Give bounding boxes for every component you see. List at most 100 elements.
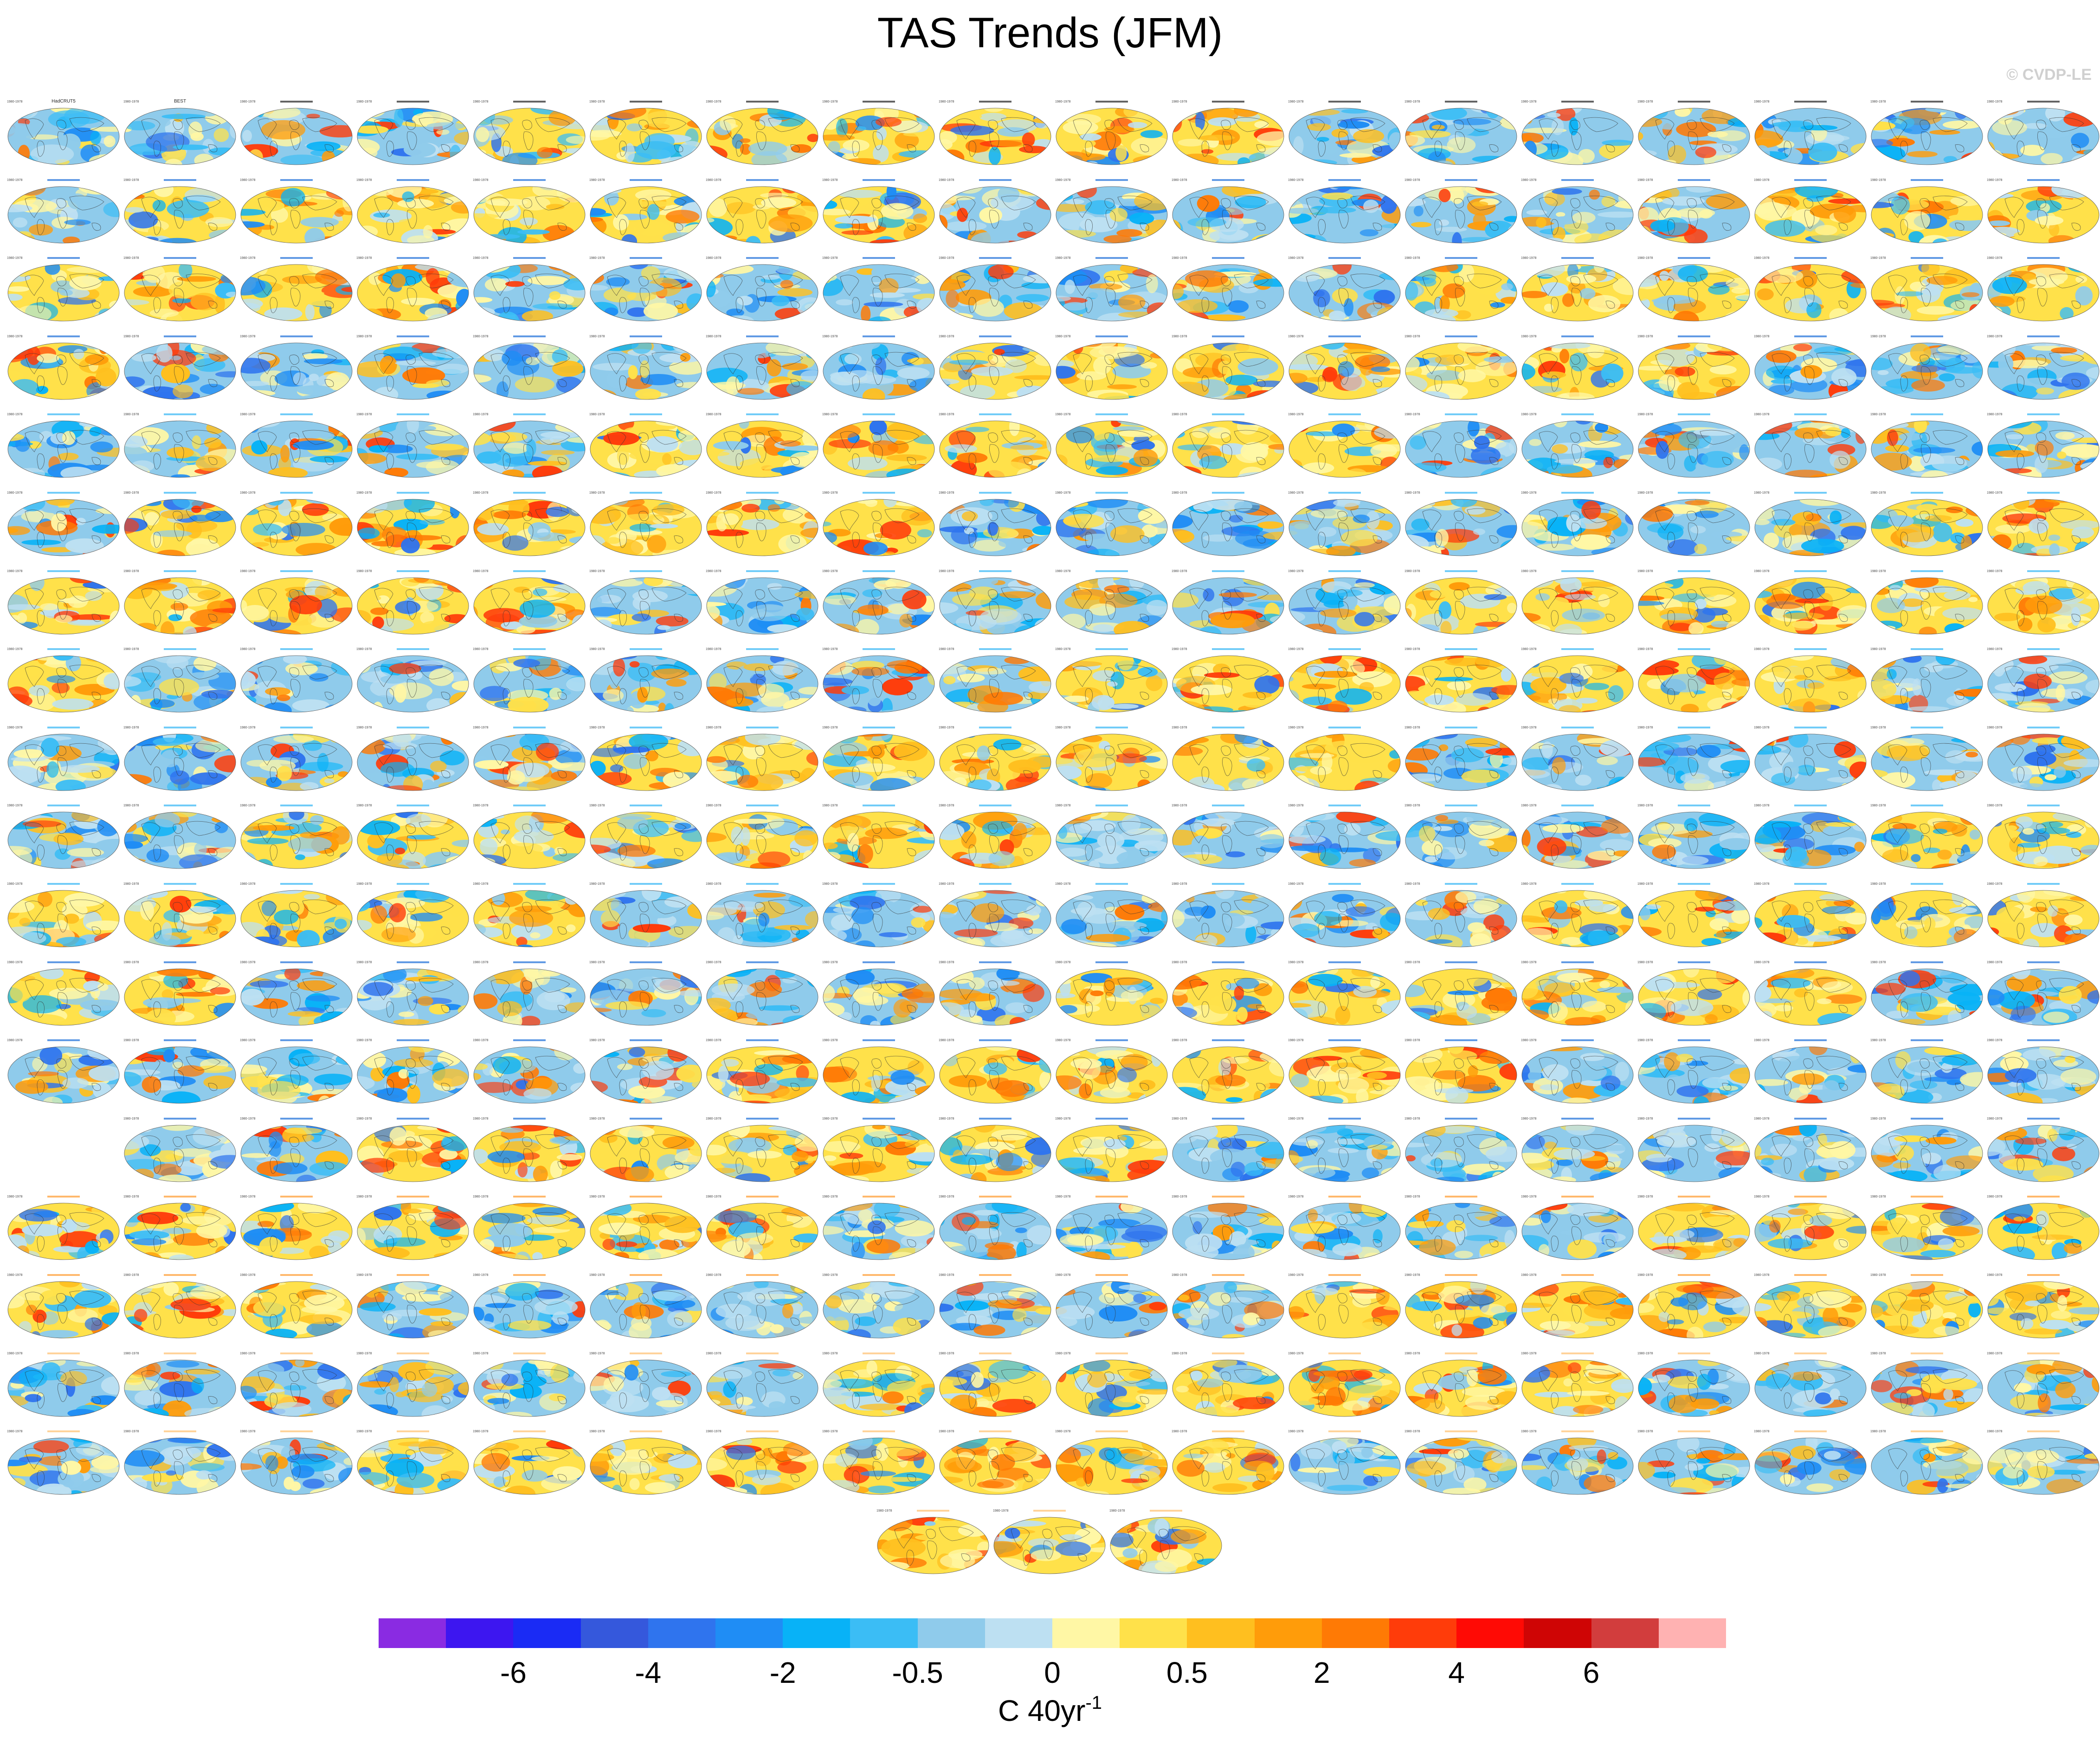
panel-period-label: 1980-1978 [1055, 179, 1071, 182]
trend-patch [1302, 462, 1334, 474]
panel-header: 1980-1978 [1055, 568, 1169, 577]
trend-patch [344, 187, 352, 198]
panel-title [1637, 99, 1751, 104]
panel-header: 1980-1978 [822, 489, 936, 499]
trend-patch [357, 528, 380, 539]
trend-patch [652, 504, 685, 515]
panel-header: 1980-1978 [1637, 177, 1751, 186]
map-panel: 1980-1978 [589, 177, 703, 245]
trend-patch [1693, 428, 1737, 436]
globe-outline [1172, 108, 1284, 165]
coastline [1583, 195, 1618, 211]
globe-map [240, 342, 353, 400]
trend-patch [1678, 265, 1708, 283]
panel-period-label: 1980-1978 [822, 179, 838, 182]
globe-map [706, 499, 818, 556]
panel-period-label: 1980-1978 [1404, 100, 1420, 103]
trend-patch [2061, 373, 2090, 390]
coastline [91, 144, 101, 153]
trend-patch [1293, 271, 1320, 282]
map-panel: 1980-1978 [1171, 98, 1285, 166]
coastline [871, 120, 882, 130]
trend-patch [1079, 288, 1116, 298]
panel-header: 1980-1978 [1753, 177, 1868, 186]
trend-patch [823, 264, 840, 267]
panel-title: HadCRUT5 [52, 99, 76, 104]
map-panel: 1980-1978 [472, 98, 586, 166]
globe-map [1521, 577, 1634, 635]
trend-patch [714, 469, 724, 476]
panel-title-text [280, 179, 313, 181]
trend-patch [1656, 441, 1669, 459]
coastline [1001, 195, 1036, 211]
panel-title [239, 334, 354, 339]
trend-patch [8, 123, 39, 141]
trend-patch [631, 613, 651, 622]
panel-title [1870, 99, 1984, 104]
coastline [1920, 198, 1930, 208]
map-panel: 1980-1978 [239, 177, 354, 245]
trend-patch [1562, 293, 1575, 307]
panel-header: 1980-1978 [1288, 177, 1402, 186]
panel-title [1986, 177, 2100, 183]
panel-title [1637, 255, 1751, 261]
panel-title [123, 412, 237, 417]
trend-patch [212, 396, 227, 399]
coastline [1784, 219, 1791, 235]
trend-patch [789, 452, 816, 468]
panel-period-label: 1980-1978 [123, 100, 139, 103]
globe-map [706, 264, 818, 322]
panel-title-text [164, 570, 196, 572]
globe-map [1987, 420, 2100, 478]
panel-title [1404, 490, 1518, 496]
trend-patch [780, 280, 793, 289]
trend-patch [1089, 603, 1115, 616]
trend-patch [1056, 627, 1076, 632]
trend-patch [1079, 133, 1102, 141]
map-panel: 1980-1978 [356, 411, 470, 479]
panel-header: 1980-1978 [1055, 98, 1169, 108]
panel-title [822, 99, 936, 104]
coastline [153, 219, 161, 235]
trend-patch [767, 504, 780, 512]
panel-header: 1980-1978 [705, 255, 819, 264]
trend-patch [154, 187, 174, 197]
globe-map [1056, 264, 1168, 322]
panel-title-text [513, 101, 546, 103]
trend-patch [2020, 145, 2045, 156]
panel-header: 1980-1978 [1171, 255, 1285, 264]
trend-patch [641, 266, 661, 280]
trend-patch [322, 150, 335, 164]
trend-patch [474, 213, 499, 219]
globe-map [1871, 264, 1983, 322]
panel-title-text [863, 413, 895, 415]
globe-map [357, 577, 469, 635]
panel-header: 1980-1978 [822, 568, 936, 577]
trend-patch [48, 110, 90, 129]
trend-patch [1405, 553, 1413, 556]
panel-header: 1980-1978 [589, 489, 703, 499]
trend-patch [940, 582, 972, 592]
trend-patch [802, 428, 817, 447]
trend-patch [62, 431, 76, 445]
trend-patch [1910, 343, 1931, 362]
trend-patch [382, 526, 407, 543]
trend-patch [674, 108, 700, 114]
panel-header: 1980-1978 [239, 177, 354, 186]
map-panel: 1980-1978 [1055, 489, 1169, 557]
trend-patch [988, 264, 1014, 279]
trend-patch [567, 500, 585, 516]
trend-patch [1503, 421, 1514, 433]
trend-patch [2049, 543, 2060, 556]
panel-title [1404, 334, 1518, 339]
coastline [755, 120, 765, 130]
trend-patch [1302, 159, 1337, 165]
trend-patch [1209, 229, 1246, 242]
coastline [1073, 118, 1092, 140]
panel-title [123, 177, 237, 183]
panel-header: 1980-1978 [472, 568, 586, 577]
trend-patch [1022, 132, 1035, 147]
trend-patch [1220, 344, 1256, 360]
trend-patch [621, 234, 638, 243]
trend-patch [191, 505, 202, 513]
